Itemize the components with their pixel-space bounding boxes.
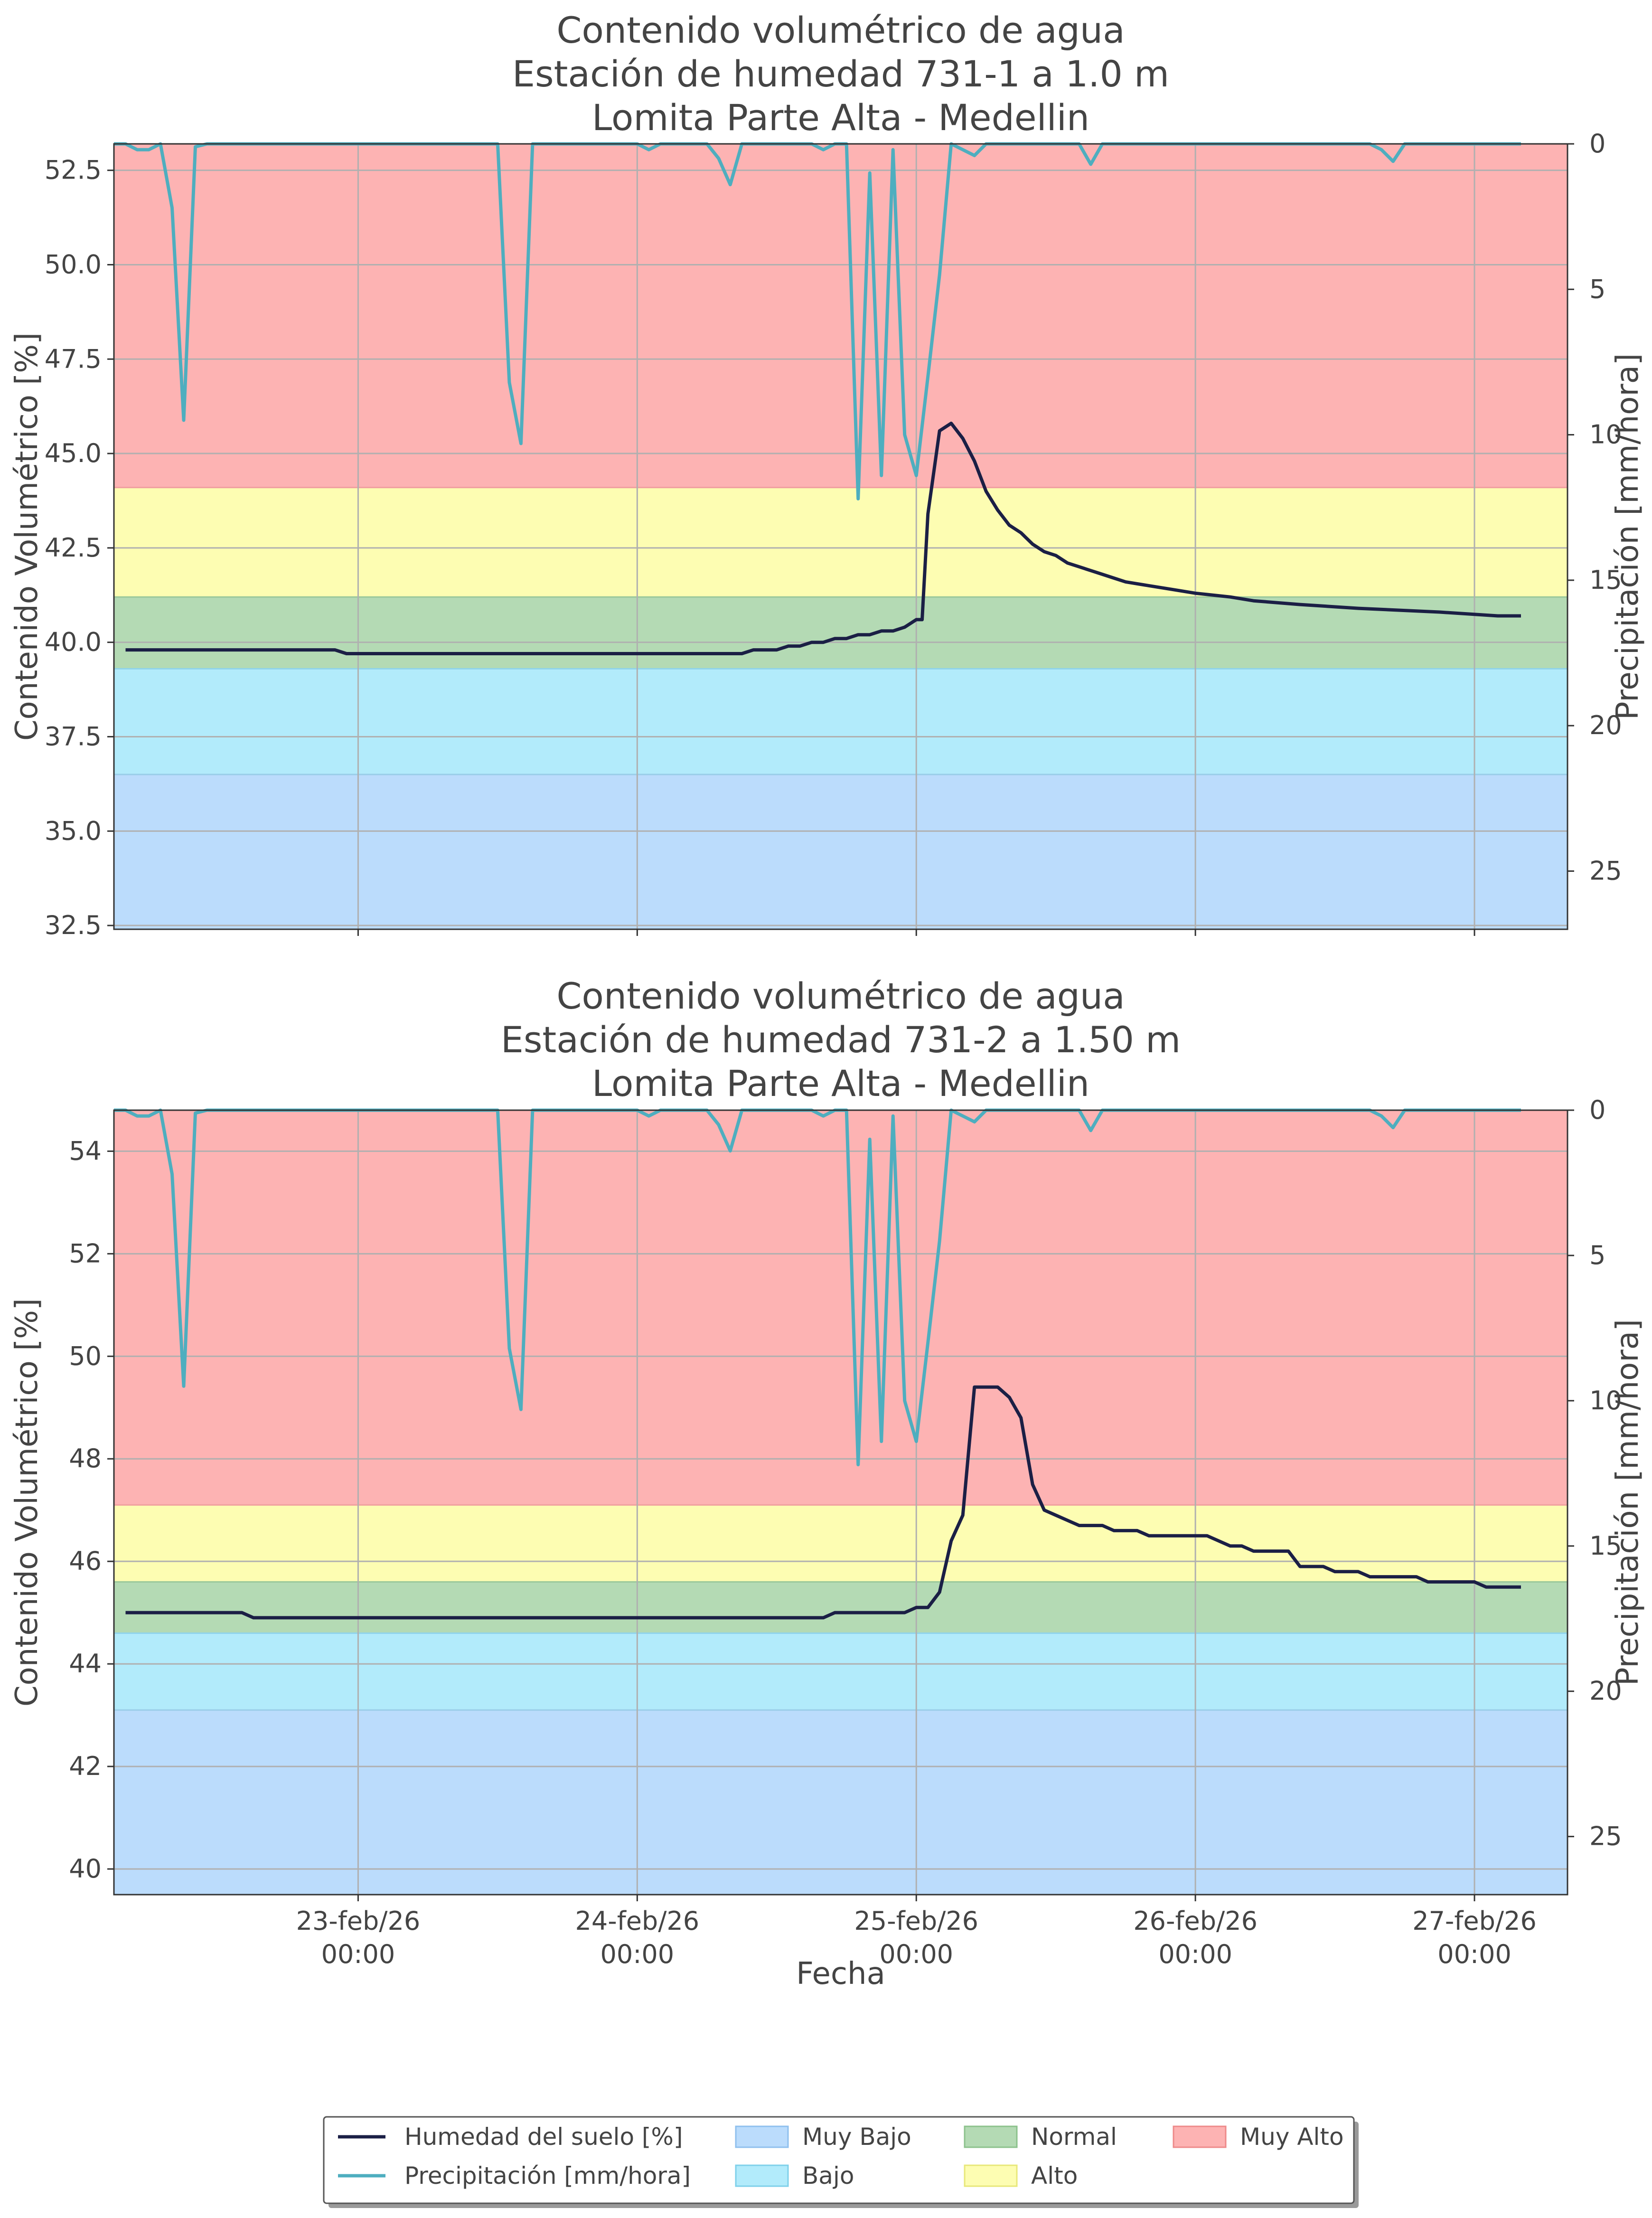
band-normal <box>114 1582 1568 1633</box>
x-tick-label-time: 00:00 <box>879 1939 953 1969</box>
legend-item-humedad-del-suelo: Humedad del suelo [%] <box>338 2123 683 2151</box>
chart-panel-bottom: 4042444648505254051015202523-feb/2600:00… <box>9 975 1645 1991</box>
series-line-soil-moisture <box>125 1385 1521 1620</box>
chart-title-line: Estación de humedad 731-2 a 1.50 m <box>501 1019 1181 1061</box>
chart-title-line: Estación de humedad 731-1 a 1.0 m <box>512 53 1169 95</box>
y-tick-label: 50 <box>69 1341 102 1371</box>
legend-label: Humedad del suelo [%] <box>404 2123 683 2151</box>
legend-item-alto: Alto <box>964 2162 1078 2190</box>
y-tick-label: 32.5 <box>45 910 102 940</box>
x-tick-label: 24-feb/26 <box>575 1906 700 1936</box>
series-line-soil-moisture <box>125 421 1521 655</box>
band-bajo <box>114 1633 1568 1710</box>
y-tick-label: 42.5 <box>45 533 102 563</box>
y2-tick-label: 15 <box>1589 1531 1622 1561</box>
band-normal <box>114 597 1568 669</box>
y2-tick-label: 10 <box>1589 420 1622 450</box>
x-tick-label-time: 00:00 <box>321 1939 395 1969</box>
y-tick-label: 42 <box>69 1751 102 1781</box>
chart-title-line: Lomita Parte Alta - Medellin <box>592 96 1089 139</box>
legend-item-normal: Normal <box>964 2123 1117 2151</box>
legend-swatch-patch <box>964 2164 1018 2187</box>
legend-swatch-patch <box>735 2164 789 2187</box>
y2-tick-label: 0 <box>1589 1095 1605 1125</box>
x-tick-label: 23-feb/26 <box>296 1906 421 1936</box>
y2-axis-label: Precipitación [mm/hora] <box>1610 1319 1645 1686</box>
chart-title-line: Contenido volumétrico de agua <box>556 975 1125 1017</box>
y2-tick-label: 5 <box>1589 1240 1605 1270</box>
x-tick-label: 26-feb/26 <box>1133 1906 1258 1936</box>
y-tick-label: 47.5 <box>45 344 102 374</box>
legend-box <box>323 2116 1355 2204</box>
chart-panel-top: 32.5 35.0 37.5 40.0 42.5 45.0 47.5 50.0 52.5 0 5 10… <box>9 9 1645 940</box>
y-tick-label: 52.5 <box>45 155 102 185</box>
legend-label: Muy Alto <box>1240 2123 1344 2151</box>
legend-label: Bajo <box>802 2162 854 2190</box>
chart-title-line: Lomita Parte Alta - Medellin <box>592 1062 1089 1104</box>
y-axis-label: Contenido Volumétrico [%] <box>9 1298 45 1707</box>
band-bajo <box>114 669 1568 774</box>
legend: Humedad del suelo [%] Precipitación [mm/h… <box>323 2116 1359 2208</box>
plot-frame <box>113 143 1568 930</box>
y-tick-label: 52 <box>69 1238 102 1268</box>
y-tick-label: 44 <box>69 1649 102 1679</box>
x-axis-label: Fecha <box>796 1956 885 1991</box>
y2-tick-label: 25 <box>1589 856 1622 886</box>
y2-tick-label: 0 <box>1589 129 1605 159</box>
chart-title-line: Contenido volumétrico de agua <box>556 9 1125 51</box>
y2-tick-label: 15 <box>1589 565 1622 595</box>
y-tick-label: 54 <box>69 1136 102 1166</box>
legend-label: Alto <box>1031 2162 1078 2190</box>
x-tick-label-time: 00:00 <box>1437 1939 1511 1969</box>
y2-tick-label: 25 <box>1589 1822 1622 1851</box>
legend-item-muy-bajo: Muy Bajo <box>735 2123 911 2151</box>
y2-tick-label: 5 <box>1589 274 1605 304</box>
legend-swatch-patch <box>1173 2125 1227 2148</box>
y2-tick-label: 20 <box>1589 710 1622 740</box>
legend-label: Precipitación [mm/hora] <box>404 2162 691 2190</box>
x-tick-label: 27-feb/26 <box>1412 1906 1537 1936</box>
y-tick-label: 50.0 <box>45 249 102 279</box>
band-muy-bajo <box>114 1710 1568 1895</box>
y2-tick-label: 20 <box>1589 1676 1622 1706</box>
band-muy-alto <box>114 144 1568 488</box>
y2-tick-label: 10 <box>1589 1386 1622 1416</box>
x-tick-label-time: 00:00 <box>1158 1939 1232 1969</box>
legend-item-precipitaci-n-mm-hora: Precipitación [mm/hora] <box>338 2162 691 2190</box>
legend-item-bajo: Bajo <box>735 2162 854 2190</box>
y-tick-label: 40.0 <box>45 627 102 657</box>
plot-frame <box>113 1109 1568 1896</box>
y-axis-label: Contenido Volumétrico [%] <box>9 332 45 741</box>
y-tick-label: 35.0 <box>45 816 102 846</box>
x-tick-label: 25-feb/26 <box>854 1906 978 1936</box>
y-tick-label: 48 <box>69 1444 102 1473</box>
y-tick-label: 37.5 <box>45 721 102 751</box>
band-alto <box>114 487 1568 597</box>
band-muy-bajo <box>114 774 1568 929</box>
y2-axis-label: Precipitación [mm/hora] <box>1610 353 1645 720</box>
y-tick-label: 45.0 <box>45 438 102 468</box>
legend-label: Muy Bajo <box>802 2123 911 2151</box>
band-muy-alto <box>114 1110 1568 1505</box>
y-tick-label: 40 <box>69 1854 102 1884</box>
x-tick-label-time: 00:00 <box>601 1939 675 1969</box>
legend-label: Normal <box>1031 2123 1117 2151</box>
legend-item-muy-alto: Muy Alto <box>1173 2123 1344 2151</box>
legend-swatch-patch <box>735 2125 789 2148</box>
legend-swatch-patch <box>964 2125 1018 2148</box>
y-tick-label: 46 <box>69 1546 102 1576</box>
